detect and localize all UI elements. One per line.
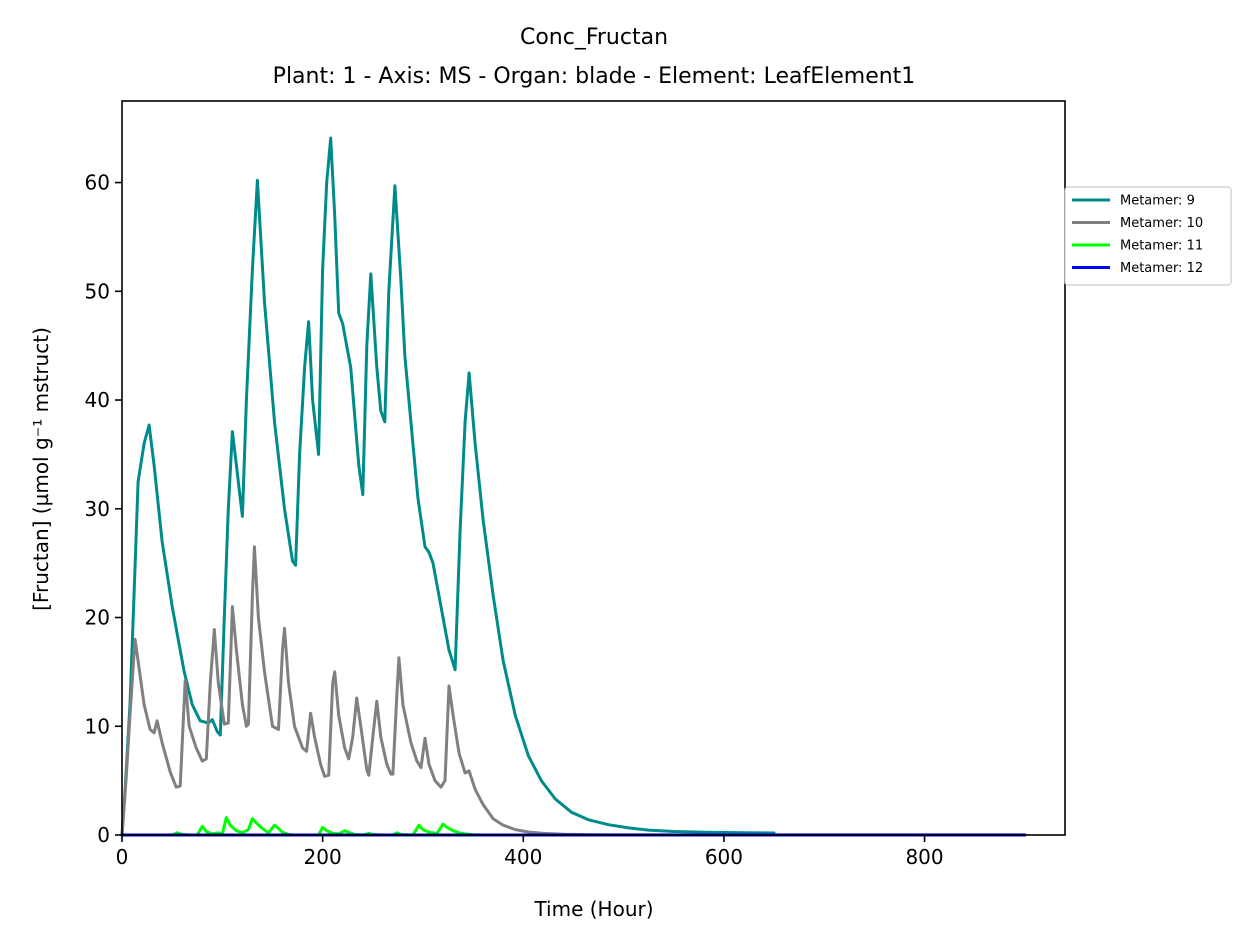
series-layer <box>120 136 1027 837</box>
y-tick-label: 10 <box>85 714 110 738</box>
legend-label: Metamer: 9 <box>1120 194 1195 209</box>
legend-label: Metamer: 11 <box>1120 239 1203 254</box>
x-axis: 0 200 400 600 800 <box>116 835 944 869</box>
series-line-1 <box>120 545 1027 837</box>
x-tick-label: 200 <box>304 845 342 869</box>
y-axis-label: [Fructan] (µmol g⁻¹ mstruct) <box>29 327 53 611</box>
y-tick-label: 20 <box>85 606 110 630</box>
legend-label: Metamer: 12 <box>1120 261 1203 276</box>
legend-box <box>1064 186 1232 286</box>
y-tick-label: 60 <box>85 171 110 195</box>
plot-area <box>120 100 1066 837</box>
x-axis-label: Time (Hour) <box>533 897 653 921</box>
series-line-0 <box>120 136 776 837</box>
x-tick-label: 600 <box>705 845 743 869</box>
y-tick-label: 0 <box>97 823 110 847</box>
chart-title: Conc_Fructan <box>520 25 668 50</box>
y-tick-label: 30 <box>85 497 110 521</box>
chart-subtitle: Plant: 1 - Axis: MS - Organ: blade - Ele… <box>273 64 916 89</box>
legend-label: Metamer: 10 <box>1120 216 1203 231</box>
x-tick-label: 0 <box>116 845 129 869</box>
x-tick-label: 400 <box>504 845 542 869</box>
y-tick-label: 50 <box>85 279 110 303</box>
y-tick-label: 40 <box>85 388 110 412</box>
series-line-2 <box>120 816 1027 837</box>
legend: Metamer: 9 Metamer: 10 Metamer: 11 Metamer:… <box>1064 186 1232 286</box>
x-tick-label: 800 <box>905 845 943 869</box>
y-axis: 0 10 20 30 40 50 60 <box>85 171 122 847</box>
plot-frame <box>121 100 1066 836</box>
